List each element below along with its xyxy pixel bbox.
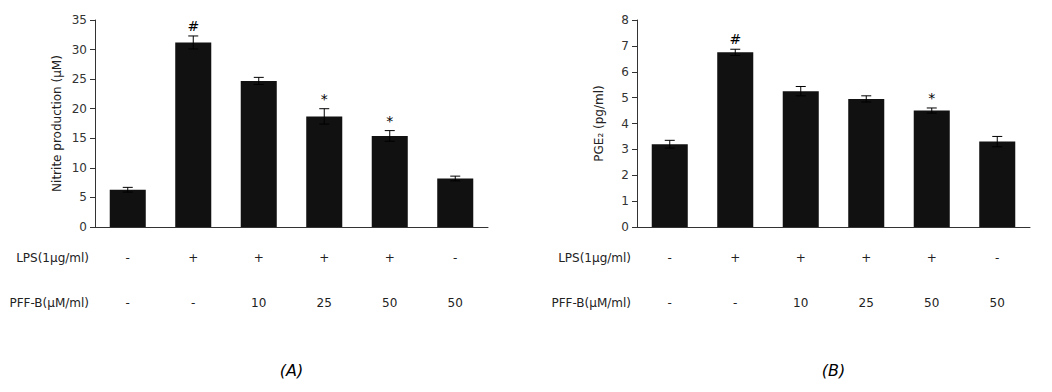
svg-text:+: + xyxy=(861,251,871,265)
svg-text:5: 5 xyxy=(621,91,629,105)
svg-text:#: # xyxy=(729,31,741,47)
svg-text:10: 10 xyxy=(72,161,87,175)
svg-text:+: + xyxy=(188,251,198,265)
svg-text:*: * xyxy=(386,113,393,129)
svg-text:35: 35 xyxy=(72,13,87,27)
svg-text:4: 4 xyxy=(621,117,629,131)
svg-text:+: + xyxy=(796,251,806,265)
svg-text:50: 50 xyxy=(924,296,939,310)
svg-text:PFF-B(μM/ml): PFF-B(μM/ml) xyxy=(9,296,89,310)
svg-text:5: 5 xyxy=(79,190,87,204)
svg-text:#: # xyxy=(187,18,199,34)
svg-text:PFF-B(μM/ml): PFF-B(μM/ml) xyxy=(551,296,631,310)
svg-text:2: 2 xyxy=(621,168,629,182)
svg-text:LPS(1μg/ml): LPS(1μg/ml) xyxy=(16,251,89,265)
svg-text:-: - xyxy=(733,296,737,310)
svg-text:-: - xyxy=(126,251,130,265)
svg-text:30: 30 xyxy=(72,43,87,57)
svg-text:-: - xyxy=(668,296,672,310)
svg-text:50: 50 xyxy=(990,296,1005,310)
svg-text:LPS(1μg/ml): LPS(1μg/ml) xyxy=(558,251,631,265)
svg-text:0: 0 xyxy=(79,220,87,234)
svg-text:6: 6 xyxy=(621,65,629,79)
svg-text:*: * xyxy=(321,91,328,107)
svg-text:15: 15 xyxy=(72,131,87,145)
svg-text:+: + xyxy=(927,251,937,265)
svg-text:(A): (A) xyxy=(280,361,303,380)
svg-text:-: - xyxy=(191,296,195,310)
svg-text:3: 3 xyxy=(621,142,629,156)
svg-text:+: + xyxy=(254,251,264,265)
svg-text:7: 7 xyxy=(621,39,629,53)
svg-text:20: 20 xyxy=(72,102,87,116)
svg-text:25: 25 xyxy=(72,72,87,86)
svg-text:50: 50 xyxy=(382,296,397,310)
svg-text:10: 10 xyxy=(251,296,266,310)
svg-text:Nitrite production (μM): Nitrite production (μM) xyxy=(50,55,64,192)
svg-text:-: - xyxy=(126,296,130,310)
svg-text:+: + xyxy=(385,251,395,265)
svg-text:-: - xyxy=(995,251,999,265)
svg-text:*: * xyxy=(928,90,935,106)
svg-text:10: 10 xyxy=(793,296,808,310)
svg-text:8: 8 xyxy=(621,13,629,27)
svg-text:(B): (B) xyxy=(822,361,845,380)
svg-text:+: + xyxy=(319,251,329,265)
svg-text:-: - xyxy=(453,251,457,265)
svg-text:25: 25 xyxy=(859,296,874,310)
svg-text:50: 50 xyxy=(448,296,463,310)
svg-text:1: 1 xyxy=(621,194,629,208)
svg-text:PGE₂ (pg/ml): PGE₂ (pg/ml) xyxy=(592,85,606,161)
svg-text:25: 25 xyxy=(317,296,332,310)
svg-text:+: + xyxy=(730,251,740,265)
svg-text:0: 0 xyxy=(621,220,629,234)
svg-text:-: - xyxy=(668,251,672,265)
